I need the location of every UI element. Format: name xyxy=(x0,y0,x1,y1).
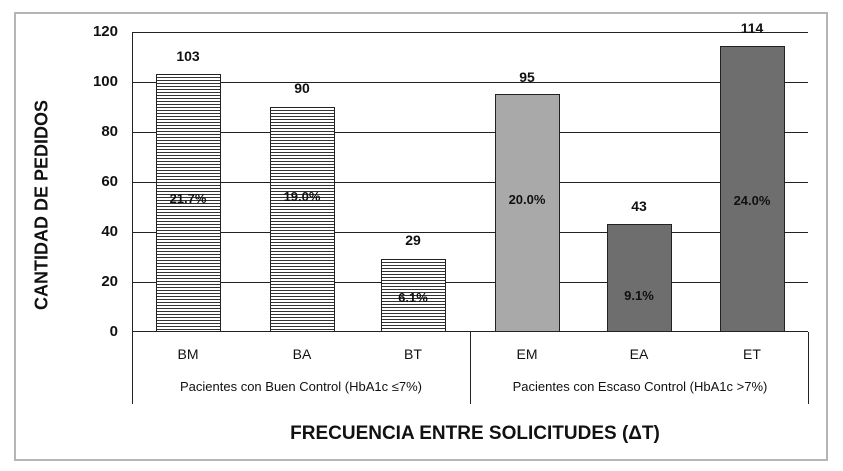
category-label-ba: BA xyxy=(292,346,312,362)
category-separator xyxy=(132,332,133,404)
y-axis-title: CANTIDAD DE PEDIDOS xyxy=(31,99,52,311)
y-tick-label: 120 xyxy=(92,23,118,40)
gridline xyxy=(133,182,808,183)
y-tick-label: 80 xyxy=(101,123,118,140)
gridline xyxy=(133,82,808,83)
group-label-good-control: Pacientes con Buen Control (HbA1c ≤7%) xyxy=(180,379,422,394)
bar-ba xyxy=(270,107,335,332)
group-label-poor-control: Pacientes con Escaso Control (HbA1c >7%) xyxy=(512,379,768,394)
chart-frame xyxy=(14,12,828,461)
category-label-et: ET xyxy=(743,346,761,362)
value-label: 103 xyxy=(176,48,200,64)
gridline xyxy=(133,132,808,133)
value-label: 43 xyxy=(631,198,647,214)
bar-bt xyxy=(381,259,446,332)
percent-label: 19.0% xyxy=(283,189,321,204)
percent-label: 24.0% xyxy=(733,193,771,208)
category-label-em: EM xyxy=(516,346,538,362)
gridline xyxy=(133,282,808,283)
bar-ea xyxy=(607,224,672,332)
percent-label: 21.7% xyxy=(169,191,207,206)
plot-area xyxy=(132,32,808,332)
y-tick-label: 0 xyxy=(109,323,118,340)
value-label: 95 xyxy=(519,69,535,85)
percent-label: 6.1% xyxy=(398,290,428,305)
value-label: 90 xyxy=(294,80,310,96)
bar-bm xyxy=(156,74,221,332)
x-axis-title: FRECUENCIA ENTRE SOLICITUDES (ΔT) xyxy=(290,423,660,444)
category-label-bm: BM xyxy=(177,346,199,362)
gridline xyxy=(133,232,808,233)
x-axis-line xyxy=(133,331,808,332)
y-tick-label: 60 xyxy=(101,173,118,190)
category-separator xyxy=(470,332,471,404)
value-label: 114 xyxy=(740,20,764,36)
bar-et xyxy=(720,46,785,332)
percent-label: 20.0% xyxy=(508,192,546,207)
category-label-bt: BT xyxy=(404,346,422,362)
y-tick-label: 40 xyxy=(101,223,118,240)
bar-em xyxy=(495,94,560,332)
category-separator xyxy=(808,332,809,404)
category-label-ea: EA xyxy=(629,346,649,362)
percent-label: 9.1% xyxy=(624,288,654,303)
value-label: 29 xyxy=(405,232,421,248)
y-tick-label: 100 xyxy=(92,73,118,90)
y-tick-label: 20 xyxy=(101,273,118,290)
